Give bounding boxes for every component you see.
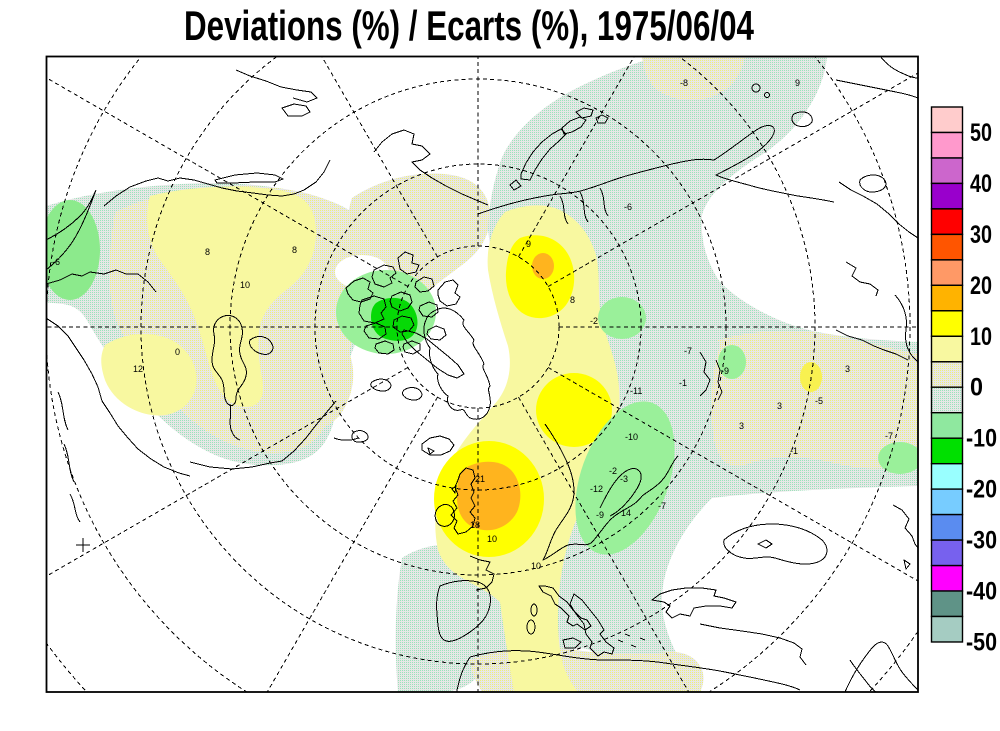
svg-text:-40: -40 (966, 578, 997, 606)
svg-text:-30: -30 (966, 527, 997, 555)
svg-text:-1: -1 (679, 378, 687, 388)
svg-text:8: 8 (292, 245, 297, 255)
svg-text:-9: -9 (721, 366, 729, 376)
svg-text:10: 10 (487, 534, 497, 544)
svg-text:9: 9 (795, 78, 800, 88)
svg-text:40: 40 (970, 170, 992, 198)
svg-text:Deviations (%) / Ecarts (%), 1: Deviations (%) / Ecarts (%), 1975/06/04 (184, 2, 754, 49)
svg-text:-2: -2 (609, 466, 617, 476)
svg-text:14: 14 (621, 508, 631, 518)
svg-text:-2: -2 (590, 316, 598, 326)
svg-text:0: 0 (970, 374, 983, 402)
svg-text:0: 0 (175, 347, 180, 357)
svg-text:9: 9 (526, 239, 531, 249)
svg-text:20: 20 (970, 272, 992, 300)
svg-text:-5: -5 (815, 396, 823, 406)
svg-text:-3: -3 (620, 474, 628, 484)
svg-text:-7: -7 (684, 346, 692, 356)
svg-text:30: 30 (970, 221, 992, 249)
svg-text:-10: -10 (625, 432, 638, 442)
svg-text:-8: -8 (680, 78, 688, 88)
svg-text:3: 3 (845, 364, 850, 374)
svg-text:-7: -7 (658, 501, 666, 511)
svg-text:50: 50 (970, 119, 992, 147)
svg-text:10: 10 (970, 323, 992, 351)
svg-text:12: 12 (133, 364, 143, 374)
svg-text:-1: -1 (790, 446, 798, 456)
svg-text:18: 18 (470, 520, 480, 530)
svg-text:21: 21 (475, 474, 485, 484)
svg-text:-9: -9 (596, 510, 604, 520)
svg-text:-6: -6 (624, 202, 632, 212)
svg-text:8: 8 (570, 295, 575, 305)
svg-text:-20: -20 (966, 476, 997, 504)
svg-text:-6: -6 (52, 257, 60, 267)
svg-text:-11: -11 (630, 386, 642, 396)
svg-text:3: 3 (777, 401, 782, 411)
svg-text:-7: -7 (885, 431, 893, 441)
svg-text:3: 3 (739, 421, 744, 431)
svg-text:-50: -50 (966, 629, 997, 657)
svg-text:-12: -12 (590, 484, 603, 494)
svg-text:-10: -10 (966, 425, 997, 453)
svg-text:10: 10 (531, 561, 541, 571)
svg-text:8: 8 (205, 247, 210, 257)
svg-text:10: 10 (240, 280, 250, 290)
